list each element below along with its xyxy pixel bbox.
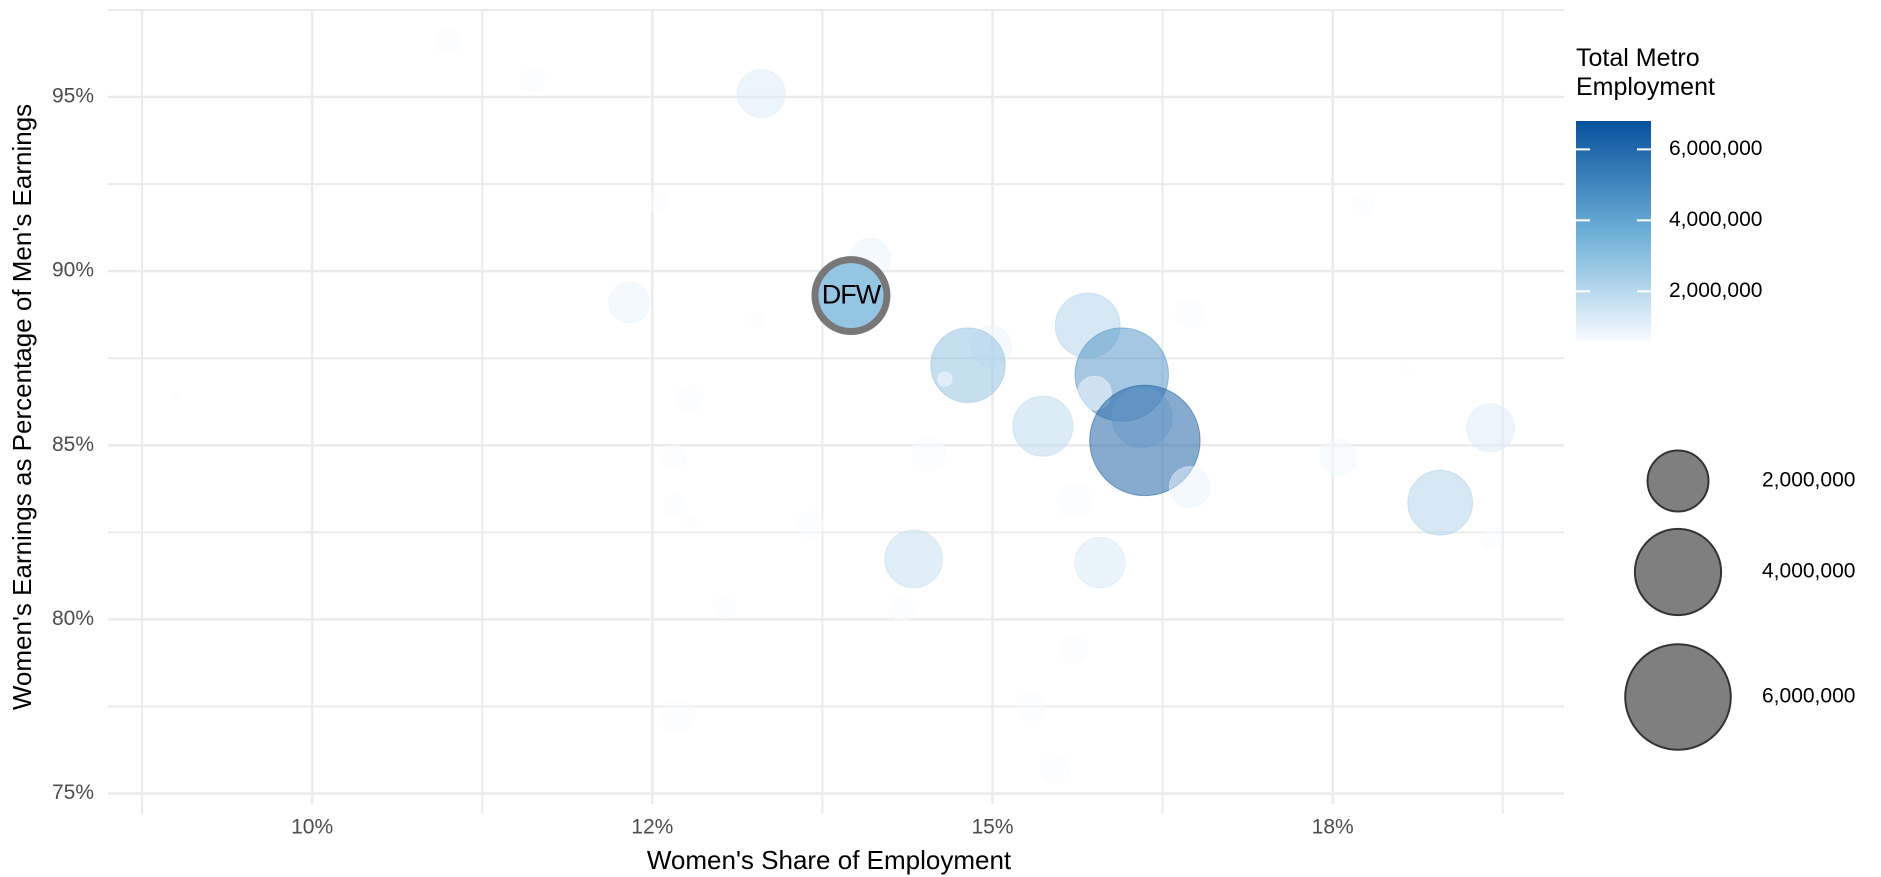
bubble bbox=[1319, 438, 1357, 476]
legend-title: Total Metro Employment bbox=[1576, 44, 1715, 101]
bubble bbox=[750, 313, 764, 327]
bubble bbox=[796, 510, 824, 539]
bubble bbox=[1056, 482, 1092, 518]
x-tick-label: 12% bbox=[631, 816, 673, 839]
colorbar-label: 4,000,000 bbox=[1669, 208, 1762, 231]
x-tick-label: 10% bbox=[291, 816, 333, 839]
bubble bbox=[1040, 753, 1071, 784]
bubble bbox=[1060, 636, 1088, 664]
x-tick-label: 18% bbox=[1312, 816, 1354, 839]
colorbar bbox=[1576, 121, 1651, 341]
size-legend-label: 6,000,000 bbox=[1762, 685, 1855, 708]
highlight-bubble bbox=[811, 256, 891, 336]
bubble bbox=[1404, 365, 1411, 372]
y-tick-label: 90% bbox=[52, 259, 94, 282]
y-tick-label: 95% bbox=[52, 85, 94, 108]
bubble bbox=[647, 191, 668, 212]
bubble bbox=[661, 444, 687, 470]
bubble bbox=[930, 327, 1006, 403]
bubble bbox=[520, 67, 546, 93]
size-legend-circle bbox=[1624, 643, 1732, 751]
bubble bbox=[736, 69, 786, 119]
y-tick-label: 85% bbox=[52, 433, 94, 456]
bubble bbox=[884, 529, 943, 589]
bubble bbox=[1174, 298, 1205, 329]
highlight-label: DFW bbox=[822, 280, 882, 310]
bubble bbox=[1407, 469, 1474, 536]
bubble bbox=[1168, 466, 1211, 509]
y-tick-label: 75% bbox=[52, 781, 94, 804]
bubble bbox=[435, 28, 461, 54]
bubble bbox=[911, 436, 946, 471]
size-legend-label: 4,000,000 bbox=[1762, 560, 1855, 583]
bubble bbox=[1089, 384, 1201, 497]
y-tick-label: 80% bbox=[52, 607, 94, 630]
bubble bbox=[1015, 691, 1046, 722]
bubble bbox=[1351, 193, 1374, 217]
bubble bbox=[1074, 536, 1126, 589]
bubble bbox=[888, 596, 914, 622]
bubble bbox=[1077, 375, 1112, 411]
size-legend-circle bbox=[1646, 449, 1710, 513]
bubble bbox=[675, 384, 703, 413]
bubble bbox=[1480, 527, 1504, 550]
size-legend-circle bbox=[1633, 527, 1723, 617]
bubble bbox=[686, 517, 698, 529]
colorbar-label: 2,000,000 bbox=[1669, 279, 1762, 302]
x-axis-title: Women's Share of Employment bbox=[647, 845, 1012, 875]
colorbar-label: 6,000,000 bbox=[1669, 137, 1762, 160]
bubble bbox=[1466, 403, 1516, 453]
size-legend-label: 2,000,000 bbox=[1762, 469, 1855, 492]
bubble bbox=[1012, 395, 1074, 457]
bubble bbox=[664, 493, 687, 517]
x-tick-label: 15% bbox=[971, 816, 1013, 839]
y-axis-title: Women's Earnings as Percentage of Men's … bbox=[7, 104, 37, 710]
bubble bbox=[660, 698, 696, 734]
bubble bbox=[713, 595, 736, 619]
bubble bbox=[937, 371, 953, 387]
bubble bbox=[608, 281, 651, 324]
bubble bbox=[173, 391, 182, 400]
